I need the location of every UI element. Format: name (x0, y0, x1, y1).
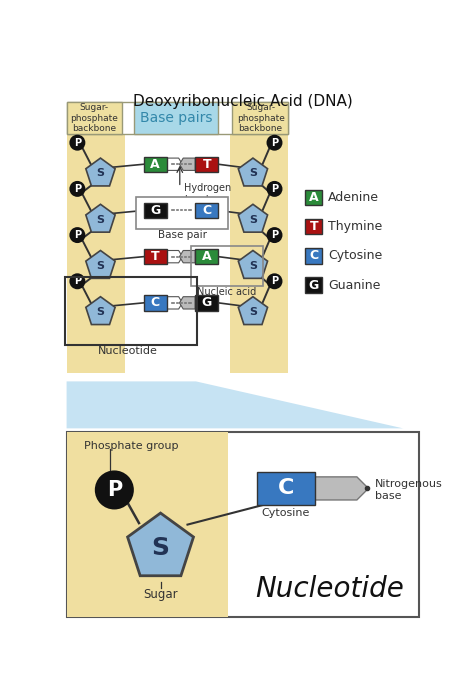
FancyBboxPatch shape (144, 203, 167, 218)
Polygon shape (86, 250, 115, 279)
FancyBboxPatch shape (305, 277, 322, 293)
Text: Thymine: Thymine (328, 220, 383, 233)
FancyBboxPatch shape (257, 472, 315, 505)
Text: A: A (150, 158, 160, 171)
Text: Deoxyribonucleic Acid (DNA): Deoxyribonucleic Acid (DNA) (133, 95, 353, 109)
Polygon shape (167, 250, 182, 263)
Text: P: P (271, 138, 278, 148)
FancyBboxPatch shape (195, 156, 219, 172)
Polygon shape (180, 158, 195, 170)
FancyBboxPatch shape (195, 249, 219, 264)
Circle shape (71, 136, 84, 149)
Text: P: P (271, 184, 278, 194)
FancyBboxPatch shape (144, 249, 167, 264)
FancyBboxPatch shape (305, 248, 322, 263)
Text: S: S (249, 215, 257, 224)
Text: Nucleotide: Nucleotide (255, 575, 404, 603)
Polygon shape (180, 250, 195, 263)
Text: Sugar-
phosphate
backbone: Sugar- phosphate backbone (237, 103, 284, 133)
Text: P: P (271, 230, 278, 240)
Text: Sugar-
phosphate
backbone: Sugar- phosphate backbone (70, 103, 118, 133)
Polygon shape (315, 477, 368, 500)
Polygon shape (167, 204, 182, 217)
Text: Base pair: Base pair (157, 231, 207, 240)
FancyBboxPatch shape (66, 432, 419, 617)
Text: Nucleotide: Nucleotide (98, 346, 158, 356)
Text: Nucleic acid: Nucleic acid (197, 288, 256, 297)
Text: C: C (202, 204, 211, 217)
Text: C: C (277, 478, 294, 498)
Circle shape (267, 182, 282, 196)
Text: C: C (309, 250, 319, 263)
Text: P: P (74, 277, 81, 286)
Polygon shape (238, 204, 268, 232)
Circle shape (71, 275, 84, 288)
Text: C: C (151, 296, 160, 309)
Text: A: A (309, 191, 319, 204)
Text: S: S (249, 168, 257, 179)
FancyBboxPatch shape (232, 102, 288, 134)
FancyBboxPatch shape (134, 102, 219, 134)
Text: Cytosine: Cytosine (328, 250, 383, 263)
Circle shape (267, 136, 282, 149)
Polygon shape (238, 158, 268, 186)
Circle shape (71, 182, 84, 196)
Text: S: S (152, 536, 170, 559)
Text: Adenine: Adenine (328, 191, 379, 204)
Text: G: G (309, 279, 319, 292)
Text: Base pairs: Base pairs (140, 111, 212, 125)
FancyBboxPatch shape (144, 156, 167, 172)
Text: Hydrogen
bonds: Hydrogen bonds (183, 183, 231, 205)
Text: T: T (202, 158, 211, 171)
Text: P: P (271, 277, 278, 286)
Text: S: S (249, 307, 257, 317)
Text: Cytosine: Cytosine (262, 507, 310, 518)
FancyBboxPatch shape (195, 203, 219, 218)
FancyBboxPatch shape (66, 102, 288, 134)
Polygon shape (86, 297, 115, 325)
Text: P: P (107, 480, 122, 500)
Text: S: S (97, 261, 104, 271)
Text: Guanine: Guanine (328, 279, 381, 292)
Polygon shape (238, 250, 268, 279)
FancyBboxPatch shape (66, 432, 228, 617)
Polygon shape (86, 158, 115, 186)
Polygon shape (128, 513, 193, 575)
Text: Phosphate group: Phosphate group (83, 441, 178, 452)
Text: S: S (97, 307, 104, 317)
Text: T: T (310, 220, 318, 233)
FancyBboxPatch shape (230, 134, 288, 373)
Polygon shape (238, 297, 268, 325)
Text: S: S (97, 168, 104, 179)
Polygon shape (167, 297, 182, 309)
Circle shape (267, 228, 282, 242)
Polygon shape (66, 382, 403, 428)
FancyBboxPatch shape (66, 134, 125, 373)
Text: P: P (74, 230, 81, 240)
FancyBboxPatch shape (66, 102, 122, 134)
Text: S: S (97, 215, 104, 224)
Text: G: G (150, 204, 160, 217)
Circle shape (267, 275, 282, 288)
FancyBboxPatch shape (195, 295, 219, 311)
Polygon shape (180, 297, 195, 309)
FancyBboxPatch shape (136, 197, 228, 229)
FancyBboxPatch shape (305, 219, 322, 234)
Text: G: G (201, 296, 212, 309)
FancyBboxPatch shape (305, 190, 322, 205)
Circle shape (71, 228, 84, 242)
Text: T: T (151, 250, 159, 263)
Text: P: P (74, 138, 81, 148)
Text: Sugar: Sugar (143, 588, 178, 600)
Circle shape (96, 471, 133, 509)
Polygon shape (167, 158, 182, 170)
Text: A: A (202, 250, 211, 263)
Text: S: S (249, 261, 257, 271)
Polygon shape (86, 204, 115, 232)
Text: Nitrogenous
base: Nitrogenous base (367, 479, 442, 501)
FancyBboxPatch shape (144, 295, 167, 311)
Polygon shape (180, 204, 195, 217)
Text: P: P (74, 184, 81, 194)
